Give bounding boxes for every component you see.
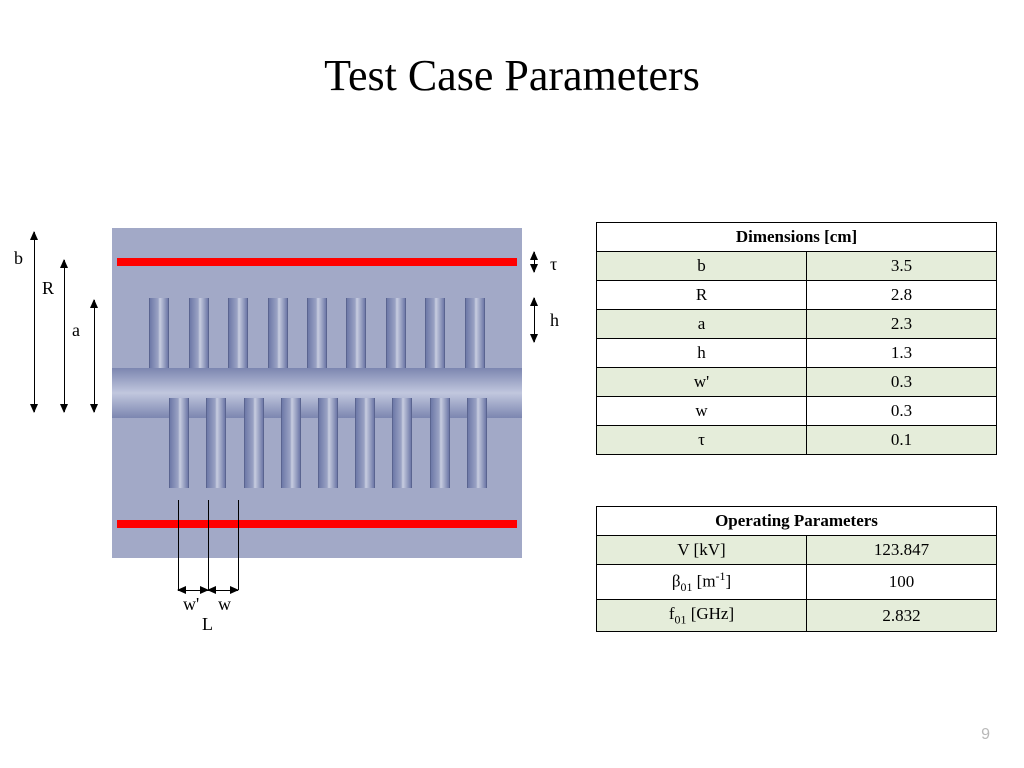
dim-label-h: h [550,310,559,331]
op-value-cell: 123.847 [807,536,997,565]
vane [244,398,264,488]
dim-label-wprime: w' [183,594,199,615]
op-label-cell: β01 [m-1] [597,565,807,600]
dim-value-cell: 2.8 [807,281,997,310]
dim-label-tau: τ [550,254,557,275]
dim-label-R: R [42,278,54,299]
dim-tick [208,500,209,590]
dim-label-a: a [72,320,80,341]
dim-label-cell: b [597,252,807,281]
dim-arrow-h [534,298,535,342]
vane [430,398,450,488]
vane [467,398,487,488]
page-number: 9 [981,726,990,744]
structure-diagram [112,228,522,558]
dimensions-table: Dimensions [cm] b3.5R2.8a2.3h1.3w'0.3w0.… [596,222,997,455]
vane [281,398,301,488]
dim-label-cell: τ [597,426,807,455]
operating-header: Operating Parameters [597,507,997,536]
dim-label-L: L [202,614,213,635]
dimensions-header: Dimensions [cm] [597,223,997,252]
dim-arrow-tau [534,252,535,272]
vane [355,398,375,488]
dim-label-w: w [218,594,231,615]
dim-value-cell: 3.5 [807,252,997,281]
vane-row-bottom [112,398,522,488]
redline-bottom [117,520,517,528]
op-value-cell: 100 [807,565,997,600]
dim-value-cell: 0.3 [807,397,997,426]
dim-label-cell: w [597,397,807,426]
page-title: Test Case Parameters [0,50,1024,101]
dim-value-cell: 2.3 [807,310,997,339]
dim-value-cell: 1.3 [807,339,997,368]
dim-arrow-a [94,300,95,412]
dim-arrow-b [34,232,35,412]
redline-top [117,258,517,266]
dim-tick [178,500,179,590]
op-value-cell: 2.832 [807,600,997,632]
dim-tick [238,500,239,590]
dim-label-b: b [14,248,23,269]
op-label-cell: f01 [GHz] [597,600,807,632]
dim-arrow-w [208,590,238,591]
dim-value-cell: 0.3 [807,368,997,397]
dim-label-cell: h [597,339,807,368]
dim-label-cell: R [597,281,807,310]
dim-label-cell: w' [597,368,807,397]
dim-value-cell: 0.1 [807,426,997,455]
op-label-cell: V [kV] [597,536,807,565]
dim-label-cell: a [597,310,807,339]
operating-table: Operating Parameters V [kV]123.847β01 [m… [596,506,997,632]
vane [206,398,226,488]
vane [169,398,189,488]
dim-arrow-wprime [178,590,208,591]
vane [392,398,412,488]
vane [318,398,338,488]
dim-arrow-R [64,260,65,412]
